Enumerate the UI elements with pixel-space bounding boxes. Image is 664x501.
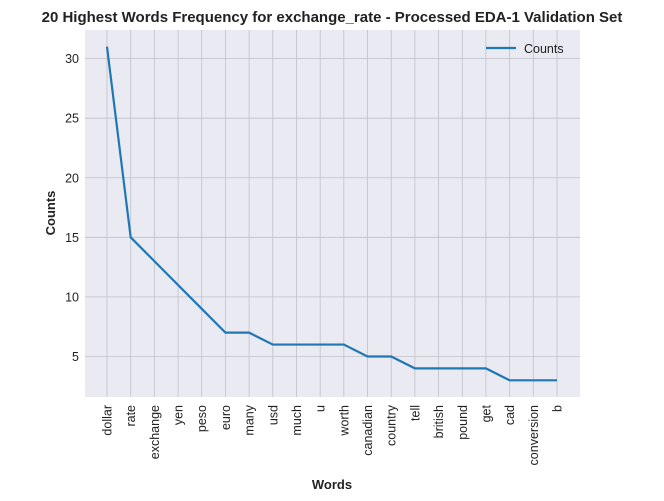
x-axis-label: Words	[312, 477, 352, 492]
x-tick-label: get	[479, 404, 493, 422]
x-gridlines	[106, 30, 558, 397]
x-tick-label: u	[314, 405, 328, 412]
x-tick-label: rate	[124, 405, 138, 427]
x-tick-label: british	[432, 405, 446, 438]
x-tick-label: pound	[456, 405, 470, 440]
x-tick-label: conversion	[527, 405, 541, 465]
x-tick-label: b	[551, 405, 565, 412]
x-tick-label: much	[290, 405, 304, 436]
legend-label: Counts	[524, 42, 564, 56]
y-tick-label: 15	[65, 231, 79, 245]
x-tick-label: tell	[408, 405, 422, 421]
x-tick-label: cad	[503, 405, 517, 425]
x-tick-label: many	[243, 404, 257, 435]
series-line-counts	[105, 46, 557, 382]
y-tick-labels: 5 10 15 20 25 30	[65, 52, 79, 364]
y-tick-label: 20	[65, 171, 79, 185]
x-tick-label: exchange	[148, 405, 162, 459]
x-tick-labels: dollar rate exchange yen peso euro many usd much…	[101, 404, 565, 465]
x-tick-label: peso	[195, 405, 209, 432]
x-tick-label: worth	[337, 405, 351, 437]
legend: Counts	[486, 42, 564, 56]
y-tick-label: 10	[65, 290, 79, 304]
y-tick-label: 5	[72, 350, 79, 364]
y-tick-label: 25	[65, 112, 79, 126]
x-tick-label: usd	[266, 405, 280, 425]
x-tick-label: yen	[172, 405, 186, 425]
y-axis-label: Counts	[43, 191, 58, 236]
plot-area	[85, 30, 580, 397]
y-gridlines	[85, 58, 580, 357]
chart-title: 20 Highest Words Frequency for exchange_…	[42, 9, 623, 26]
x-tick-label: euro	[219, 405, 233, 430]
x-tick-label: canadian	[361, 405, 375, 456]
x-tick-label: country	[385, 404, 399, 446]
x-tick-label: dollar	[101, 405, 115, 436]
y-tick-label: 30	[65, 52, 79, 66]
